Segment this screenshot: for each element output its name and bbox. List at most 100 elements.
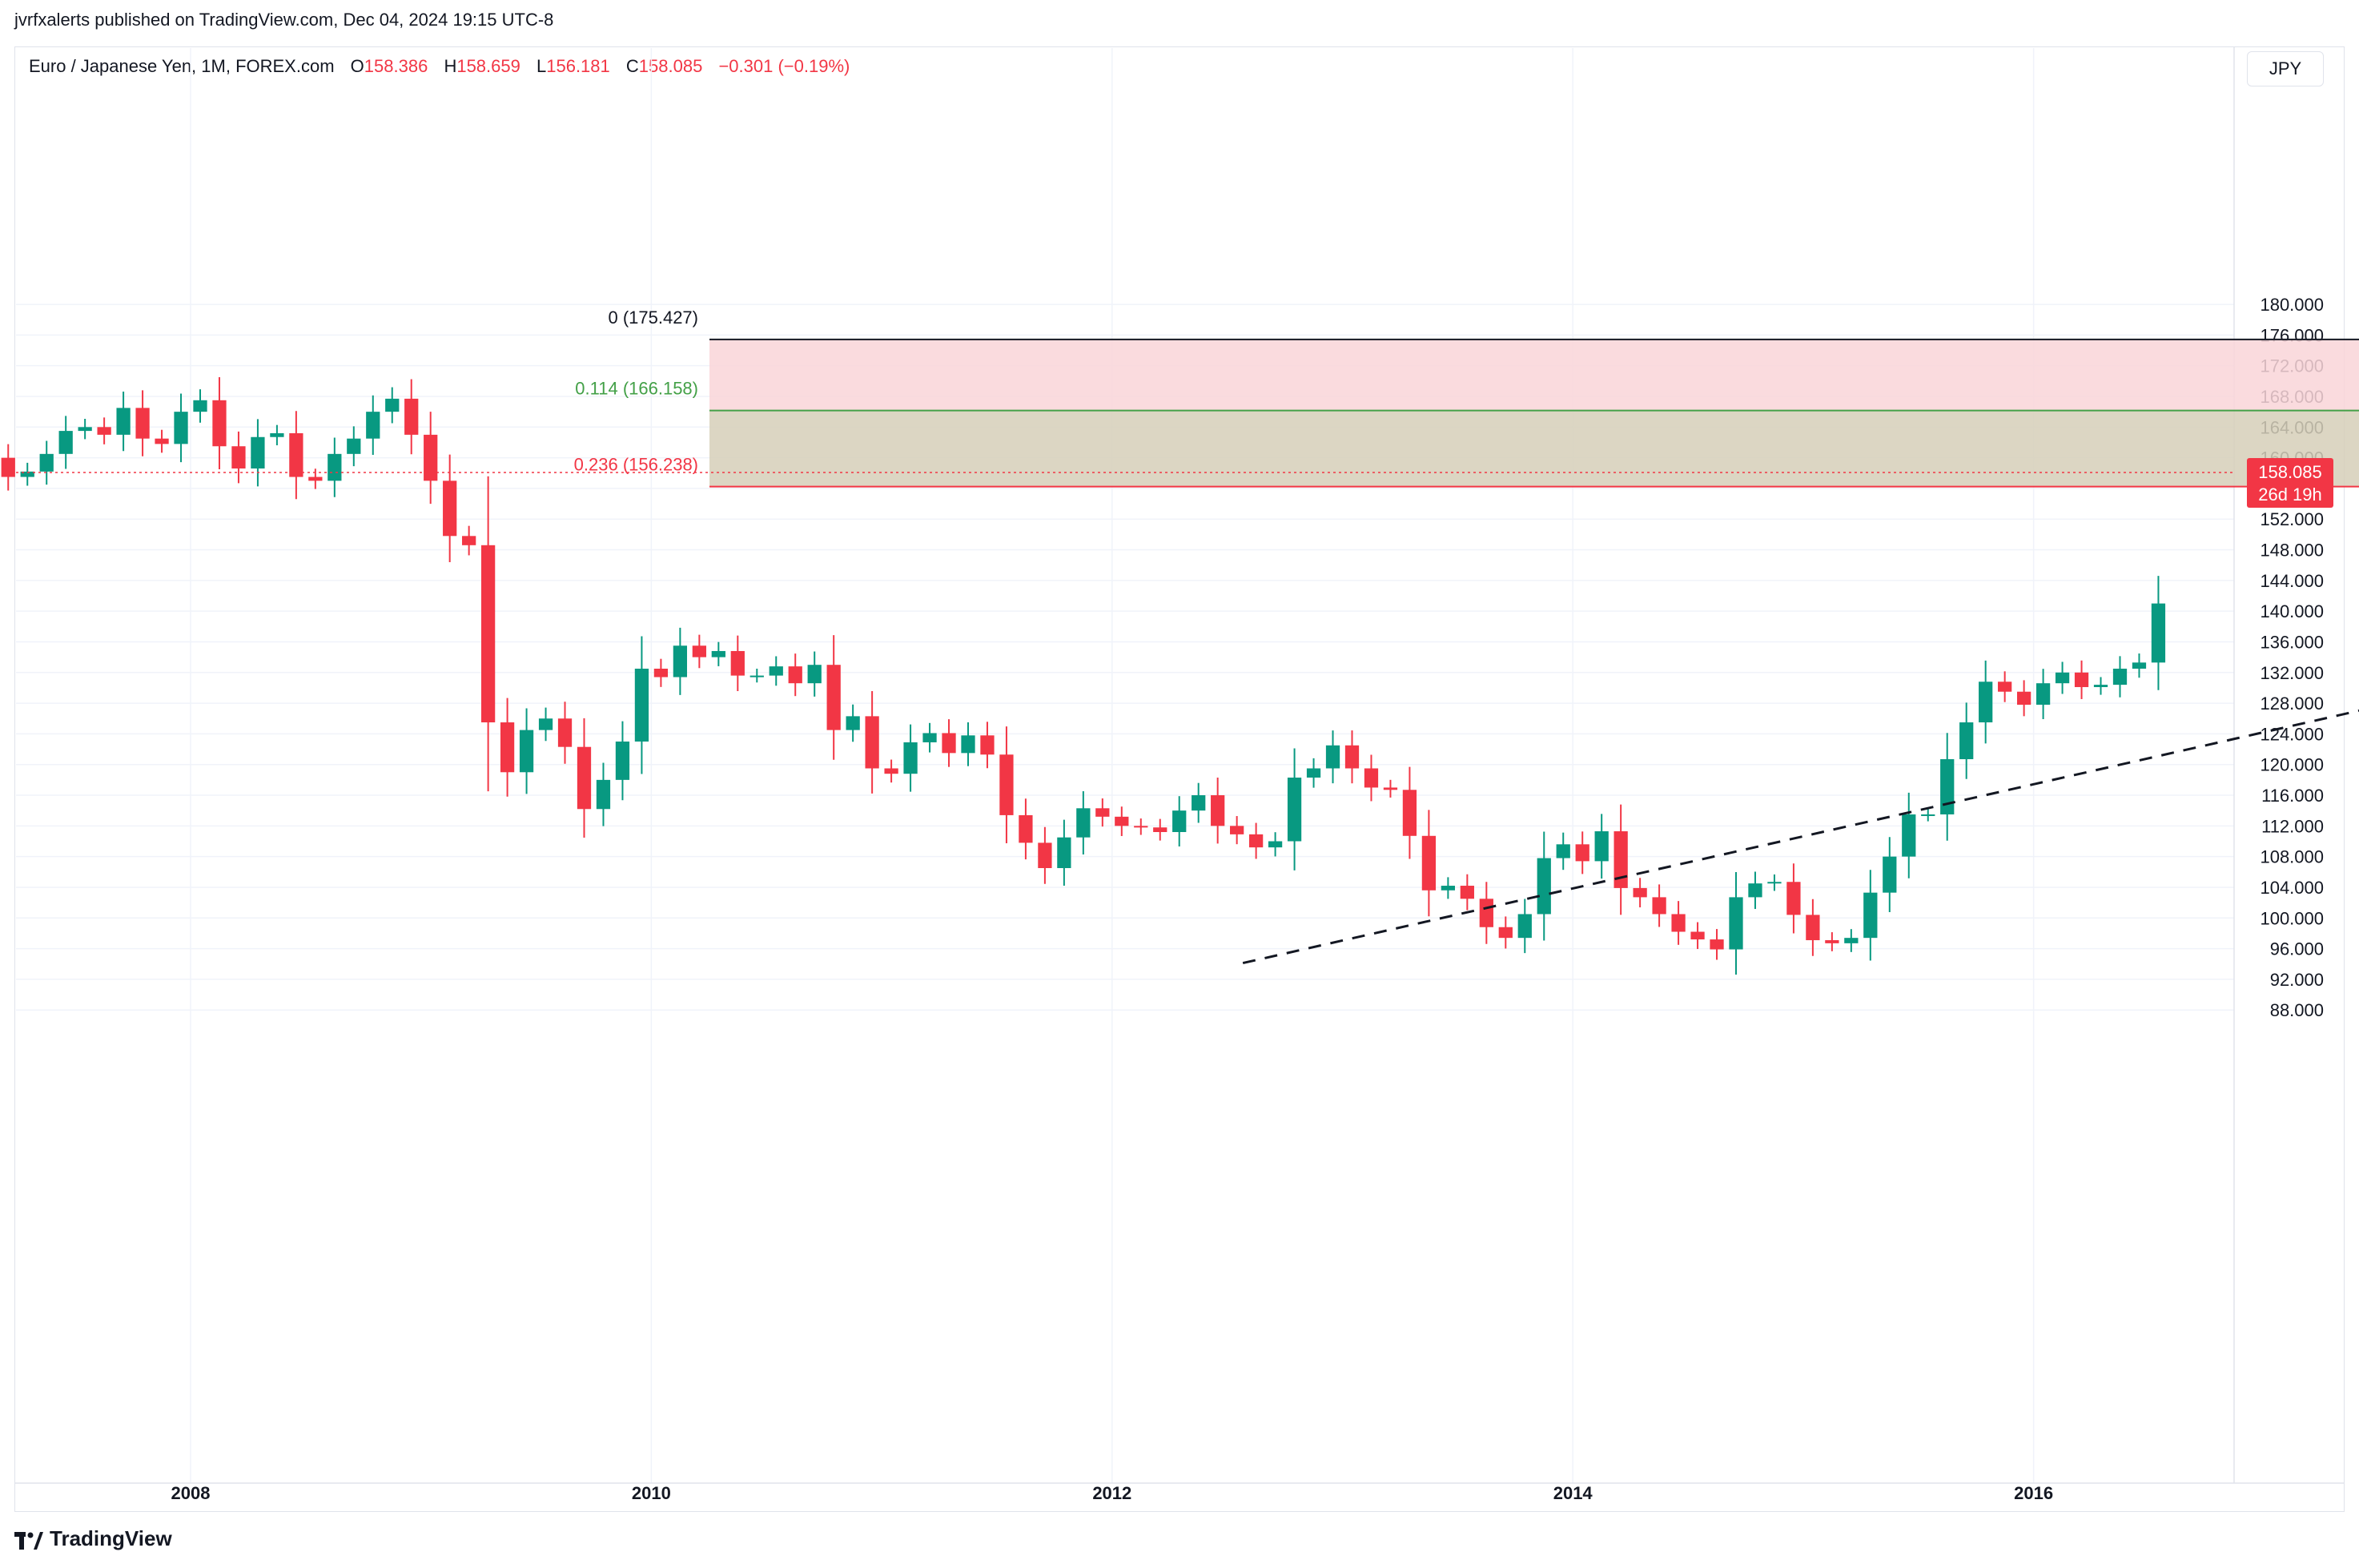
candle-body[interactable] (846, 716, 860, 730)
candle-body[interactable] (1556, 844, 1570, 858)
candle-body[interactable] (749, 675, 764, 677)
candle-body[interactable] (557, 718, 573, 747)
candle-body[interactable] (1344, 745, 1360, 769)
candle-body[interactable] (788, 666, 802, 684)
candle-body[interactable] (1921, 814, 1935, 816)
candle-body[interactable] (97, 427, 111, 435)
candle-body[interactable] (78, 427, 92, 432)
candle-body[interactable] (1940, 759, 1955, 814)
candle-body[interactable] (480, 545, 496, 723)
candle-body[interactable] (116, 408, 131, 435)
candle-body[interactable] (1019, 814, 1033, 843)
candle-body[interactable] (1402, 790, 1417, 836)
candle-body[interactable] (174, 412, 188, 444)
candle-body[interactable] (1306, 768, 1321, 778)
candle-body[interactable] (1038, 842, 1052, 869)
candle-body[interactable] (615, 741, 630, 780)
candle-body[interactable] (673, 645, 688, 677)
candle-body[interactable] (1498, 927, 1513, 939)
candle-body[interactable] (20, 471, 34, 477)
symbol-legend[interactable]: Euro / Japanese Yen, 1M, FOREX.com O158.… (29, 56, 850, 77)
candle-body[interactable] (1575, 844, 1589, 862)
candle-body[interactable] (884, 768, 898, 774)
candle-body[interactable] (2055, 672, 2070, 684)
candle-body[interactable] (443, 480, 457, 537)
candle-body[interactable] (1998, 681, 2012, 692)
candle-body[interactable] (270, 432, 284, 437)
candle-body[interactable] (980, 735, 995, 755)
candle-body[interactable] (1671, 914, 1686, 932)
candle-body[interactable] (1364, 768, 1379, 788)
candle-body[interactable] (212, 400, 227, 447)
candle-body[interactable] (961, 735, 975, 754)
candle-body[interactable] (1844, 938, 1859, 943)
candle-body[interactable] (1325, 745, 1340, 769)
candle-body[interactable] (58, 431, 73, 454)
candle-body[interactable] (2151, 603, 2166, 663)
candle-body[interactable] (1153, 827, 1167, 832)
candle-body[interactable] (1057, 837, 1071, 869)
candle-body[interactable] (730, 650, 745, 676)
candle-body[interactable] (1710, 939, 1724, 950)
tradingview-logo[interactable]: TradingView (14, 1526, 172, 1551)
candle-body[interactable] (39, 453, 54, 472)
candle-body[interactable] (1248, 834, 1264, 848)
candle-body[interactable] (135, 408, 150, 439)
candle-body[interactable] (1479, 899, 1493, 927)
candle-body[interactable] (2112, 668, 2128, 685)
candle-body[interactable] (1863, 892, 1878, 939)
candle-body[interactable] (1690, 931, 1705, 940)
candle-body[interactable] (1902, 814, 1916, 857)
candle-body[interactable] (2074, 672, 2089, 687)
candle-body[interactable] (1, 457, 15, 477)
candle-body[interactable] (328, 453, 342, 481)
candle-body[interactable] (634, 668, 649, 742)
candle-body[interactable] (1517, 914, 1532, 939)
candle-body[interactable] (1230, 826, 1244, 834)
candle-body[interactable] (1883, 856, 1897, 893)
candle-body[interactable] (1979, 681, 1993, 723)
candle-body[interactable] (289, 432, 303, 477)
candle-body[interactable] (251, 436, 265, 469)
candle-body[interactable] (999, 754, 1014, 815)
candle-body[interactable] (462, 536, 476, 545)
candle-body[interactable] (1767, 882, 1782, 884)
candle-body[interactable] (2093, 685, 2108, 687)
candle-body[interactable] (807, 665, 822, 684)
candle-body[interactable] (2016, 691, 2031, 706)
candle-body[interactable] (155, 438, 169, 444)
candle-body[interactable] (1268, 841, 1283, 848)
candle-body[interactable] (1652, 897, 1666, 915)
symbol-title[interactable]: Euro / Japanese Yen, 1M, FOREX.com (29, 56, 335, 76)
candle-body[interactable] (347, 438, 361, 454)
candle-body[interactable] (519, 730, 534, 773)
candle-body[interactable] (1172, 810, 1187, 832)
candle-body[interactable] (1806, 915, 1820, 941)
candle-body[interactable] (1076, 808, 1091, 838)
candle-body[interactable] (538, 718, 553, 730)
candle-body[interactable] (1786, 882, 1801, 915)
candle-body[interactable] (1614, 831, 1628, 888)
candle-body[interactable] (1748, 883, 1762, 898)
candle-body[interactable] (1537, 858, 1551, 915)
candle-body[interactable] (922, 733, 937, 742)
candle-body[interactable] (2132, 662, 2147, 669)
candle-body[interactable] (692, 645, 706, 657)
candle-body[interactable] (653, 668, 669, 677)
candle-body[interactable] (1594, 831, 1609, 862)
currency-button[interactable]: JPY (2247, 51, 2324, 86)
candle-body[interactable] (1134, 826, 1148, 828)
candle-body[interactable] (1441, 886, 1456, 891)
candle-body[interactable] (1959, 722, 1974, 760)
candle-body[interactable] (769, 666, 783, 676)
candle-body[interactable] (1095, 808, 1110, 817)
candle-body[interactable] (1211, 795, 1225, 826)
candle-body[interactable] (404, 398, 419, 435)
candle-body[interactable] (1421, 835, 1437, 891)
candle-body[interactable] (1729, 897, 1743, 950)
candle-body[interactable] (1192, 795, 1206, 811)
candle-body[interactable] (424, 434, 438, 481)
candle-body[interactable] (903, 742, 918, 774)
candle-body[interactable] (193, 400, 207, 412)
